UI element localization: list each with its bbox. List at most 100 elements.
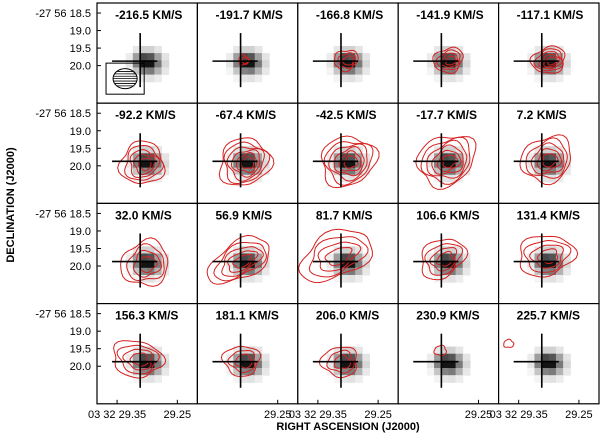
channel-panel: -92.2 KM/S <box>96 102 199 204</box>
image-pixel <box>161 368 170 376</box>
image-pixel <box>254 153 263 161</box>
image-pixel <box>555 260 564 269</box>
intensity-image <box>125 346 170 383</box>
image-pixel <box>147 375 155 383</box>
image-pixel <box>455 346 464 355</box>
image-pixel <box>448 146 457 154</box>
image-pixel <box>434 153 442 161</box>
image-pixel <box>247 74 256 83</box>
image-pixel <box>326 67 335 76</box>
image-pixel <box>362 353 371 362</box>
image-pixel <box>240 368 249 376</box>
image-pixel <box>340 153 349 161</box>
image-pixel <box>233 67 241 76</box>
image-pixel <box>534 353 543 362</box>
image-pixel <box>462 360 471 369</box>
image-pixel <box>555 368 564 376</box>
image-pixel <box>125 160 134 169</box>
image-pixel <box>426 160 435 169</box>
velocity-label: 32.0 KM/S <box>115 208 172 222</box>
image-pixel <box>261 353 270 362</box>
image-pixel <box>527 353 535 362</box>
image-pixel <box>333 60 342 68</box>
contour-line <box>338 150 362 172</box>
image-pixel <box>441 353 449 362</box>
image-pixel <box>233 60 241 68</box>
image-pixel <box>240 153 249 161</box>
contour-line <box>113 340 167 379</box>
image-pixel <box>254 246 263 254</box>
image-pixel <box>434 53 442 61</box>
ra-tick-label: 29.25 <box>565 409 593 421</box>
image-pixel <box>541 267 550 276</box>
image-pixel <box>154 246 163 254</box>
image-pixel <box>333 346 342 355</box>
image-pixel <box>548 153 557 161</box>
image-pixel <box>326 60 335 68</box>
image-pixel <box>434 160 442 169</box>
image-pixel <box>147 267 155 276</box>
channel-panel: -166.8 KM/S <box>297 2 399 104</box>
image-pixel <box>455 167 464 176</box>
image-pixel <box>348 368 356 376</box>
beam-box <box>105 62 145 95</box>
image-pixel <box>233 246 241 254</box>
contour-line <box>431 144 464 175</box>
image-pixel <box>125 267 134 276</box>
image-pixel <box>441 346 449 355</box>
image-pixel <box>261 253 270 262</box>
image-pixel <box>555 246 564 254</box>
image-pixel <box>455 368 464 376</box>
dec-tick-label: 19.0 <box>70 226 91 238</box>
velocity-label: -42.5 KM/S <box>316 108 377 122</box>
image-pixel <box>448 368 457 376</box>
image-pixel <box>534 160 543 169</box>
image-pixel <box>455 274 464 283</box>
intensity-image <box>326 346 371 383</box>
image-pixel <box>455 67 464 76</box>
channel-panel: 206.0 KM/S <box>297 303 399 405</box>
image-pixel <box>527 153 535 161</box>
image-pixel <box>534 274 543 283</box>
velocity-label: 181.1 KM/S <box>215 309 278 323</box>
contour-line <box>343 155 359 169</box>
image-pixel <box>154 60 163 68</box>
image-pixel <box>254 74 263 83</box>
image-pixel <box>254 375 263 383</box>
image-pixel <box>426 360 435 369</box>
image-pixel <box>147 174 155 183</box>
image-pixel <box>348 45 356 54</box>
image-pixel <box>340 45 349 54</box>
image-pixel <box>441 246 449 254</box>
image-pixel <box>563 353 571 362</box>
image-pixel <box>426 60 435 68</box>
image-pixel <box>340 67 349 76</box>
image-pixel <box>541 60 550 68</box>
image-pixel <box>534 375 543 383</box>
image-pixel <box>555 267 564 276</box>
image-pixel <box>140 153 148 161</box>
image-pixel <box>448 53 457 61</box>
image-pixel <box>441 45 449 54</box>
image-pixel <box>548 375 557 383</box>
contour-line <box>542 153 559 168</box>
image-pixel <box>448 260 457 269</box>
image-pixel <box>434 253 442 262</box>
image-pixel <box>340 267 349 276</box>
image-pixel <box>527 253 535 262</box>
channel-panel: -216.5 KM/S <box>96 2 199 104</box>
image-pixel <box>261 53 270 61</box>
image-pixel <box>362 267 371 276</box>
image-pixel <box>441 360 449 369</box>
image-pixel <box>448 360 457 369</box>
image-pixel <box>254 45 263 54</box>
image-pixel <box>254 360 263 369</box>
image-pixel <box>441 74 449 83</box>
image-pixel <box>226 160 234 169</box>
image-pixel <box>548 360 557 369</box>
image-pixel <box>555 253 564 262</box>
intensity-image <box>326 246 371 283</box>
dec-tick-label: 19.0 <box>70 126 91 138</box>
image-pixel <box>261 60 270 68</box>
image-pixel <box>132 267 141 276</box>
